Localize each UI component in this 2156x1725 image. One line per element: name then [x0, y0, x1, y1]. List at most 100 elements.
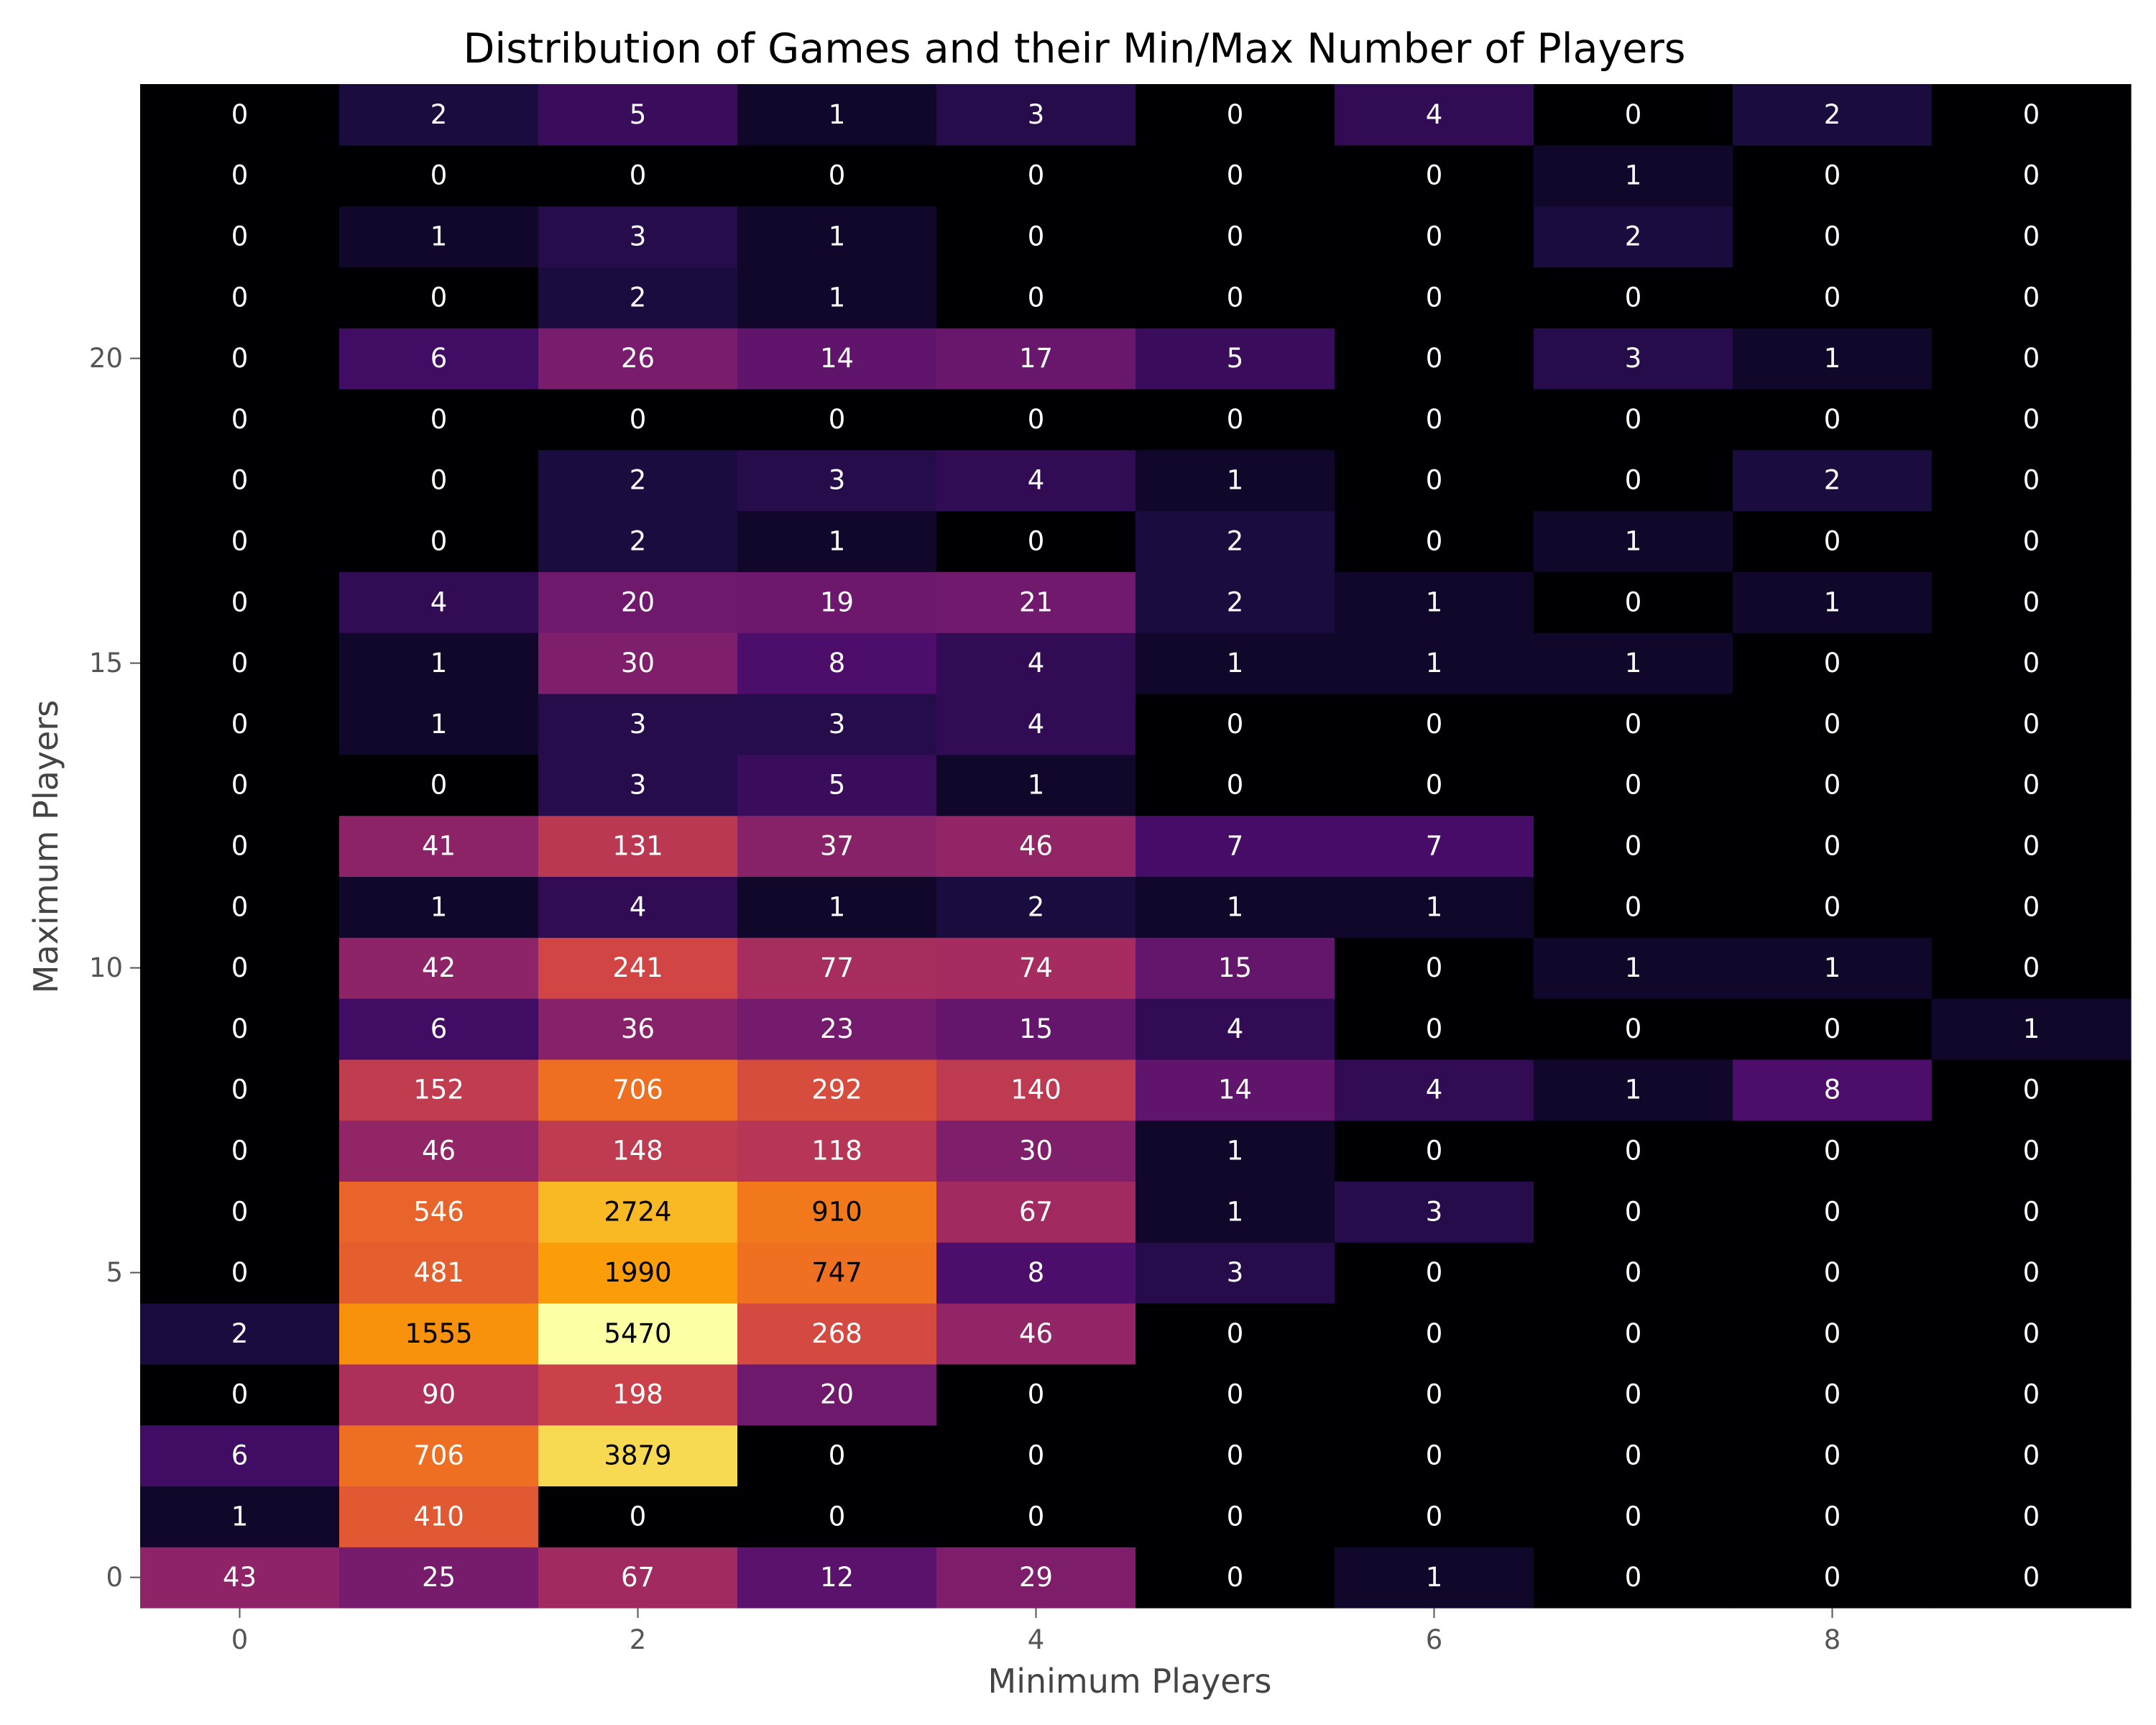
- cell-value-label: 0: [1227, 99, 1244, 130]
- cell-value-label: 0: [2023, 1318, 2040, 1349]
- cell-value-label: 0: [1028, 404, 1045, 435]
- heatmap-cell: [1733, 389, 1932, 451]
- cell-value-label: 1: [430, 709, 448, 740]
- heatmap-cell: [140, 1486, 340, 1547]
- cell-value-label: 0: [1625, 1318, 1642, 1349]
- cell-value-label: 0: [1625, 1013, 1642, 1044]
- cell-value-label: 0: [2023, 465, 2040, 496]
- heatmap-cell: [1932, 1303, 2132, 1365]
- cell-value-label: 12: [820, 1562, 854, 1593]
- cell-value-label: 1: [1824, 343, 1841, 374]
- heatmap-cell: [339, 510, 539, 572]
- cell-value-label: 46: [1019, 1318, 1053, 1349]
- cell-value-label: 1: [1227, 891, 1244, 922]
- cell-value-label: 36: [621, 1013, 655, 1044]
- heatmap-cell: [140, 815, 340, 877]
- heatmap-cell: [1733, 632, 1932, 694]
- x-tick-label: 8: [1824, 1624, 1841, 1655]
- cell-value-label: 0: [1824, 1136, 1841, 1167]
- heatmap-cell: [1733, 328, 1932, 390]
- cell-value-label: 0: [829, 404, 846, 435]
- cell-value-label: 0: [430, 404, 448, 435]
- heatmap-cell: [936, 206, 1136, 267]
- heatmap-cell: [1932, 571, 2132, 633]
- heatmap-cell: [1733, 1303, 1932, 1365]
- heatmap-cell: [737, 389, 937, 451]
- heatmap-cell: [737, 510, 937, 572]
- heatmap-cell: [1932, 998, 2132, 1060]
- cell-value-label: 3: [1426, 1196, 1443, 1227]
- cell-value-label: 0: [231, 282, 249, 313]
- heatmap-cell: [140, 754, 340, 816]
- cell-value-label: 140: [1010, 1075, 1061, 1105]
- heatmap-cell: [140, 449, 340, 512]
- cell-value-label: 2724: [604, 1196, 671, 1227]
- cell-value-label: 5: [630, 99, 647, 130]
- cell-value-label: 0: [231, 891, 249, 922]
- heatmap-cell: [936, 571, 1136, 633]
- cell-value-label: 0: [1824, 526, 1841, 557]
- cell-value-label: 706: [612, 1075, 663, 1105]
- cell-value-label: 0: [2023, 1379, 2040, 1410]
- heatmap-cell: [1733, 1486, 1932, 1547]
- heatmap-cell: [538, 754, 738, 816]
- heatmap-cell: [737, 206, 937, 267]
- y-tick-label: 0: [106, 1562, 123, 1593]
- heatmap-cell: [1534, 84, 1733, 146]
- heatmap-cell: [1534, 754, 1733, 816]
- cell-value-label: 148: [612, 1136, 663, 1167]
- cell-value-label: 1: [430, 891, 448, 922]
- heatmap-cell: [737, 84, 937, 146]
- cell-value-label: 0: [231, 99, 249, 130]
- cell-value-label: 0: [1426, 1257, 1443, 1288]
- heatmap-cell: [1135, 510, 1335, 572]
- heatmap-cell: [936, 1059, 1136, 1121]
- cell-value-label: 17: [1019, 343, 1053, 374]
- cell-value-label: 0: [1824, 831, 1841, 862]
- heatmap-cell: [1733, 571, 1932, 633]
- cell-value-label: 3: [1227, 1257, 1244, 1288]
- cell-value-label: 0: [1426, 1501, 1443, 1532]
- cell-value-label: 131: [612, 831, 663, 862]
- cell-value-label: 4: [430, 586, 448, 617]
- heatmap-cell: [1135, 937, 1335, 999]
- heatmap-cell: [1932, 937, 2132, 999]
- heatmap-cell: [1135, 815, 1335, 877]
- heatmap-cell: [737, 1242, 937, 1304]
- heatmap-cell: [339, 571, 539, 633]
- cell-value-label: 5: [1227, 343, 1244, 374]
- cell-value-label: 3: [630, 709, 647, 740]
- heatmap-cell: [936, 1120, 1136, 1182]
- heatmap-cell: [339, 754, 539, 816]
- cell-value-label: 21: [1019, 586, 1053, 617]
- cell-value-label: 0: [231, 1379, 249, 1410]
- cell-value-label: 0: [1426, 343, 1443, 374]
- cell-value-label: 8: [1824, 1075, 1841, 1105]
- heatmap-cell: [1135, 1363, 1335, 1426]
- cell-value-label: 0: [231, 1136, 249, 1167]
- cell-value-label: 0: [2023, 770, 2040, 801]
- heatmap-cell: [1534, 328, 1733, 390]
- cell-value-label: 6: [430, 343, 448, 374]
- cell-value-label: 0: [1824, 1562, 1841, 1593]
- heatmap-cell: [140, 1181, 340, 1243]
- heatmap-cell: [1733, 815, 1932, 877]
- cell-value-label: 26: [621, 343, 655, 374]
- heatmap-cell: [1135, 754, 1335, 816]
- heatmap-cell: [1932, 815, 2132, 877]
- cell-value-label: 0: [1625, 709, 1642, 740]
- cell-value-label: 0: [1227, 1318, 1244, 1349]
- cell-value-label: 3: [1625, 343, 1642, 374]
- cell-value-label: 1: [1227, 648, 1244, 678]
- y-tick-label: 5: [106, 1257, 123, 1288]
- heatmap-cell: [538, 1425, 738, 1486]
- cell-value-label: 0: [1625, 1379, 1642, 1410]
- heatmap-cell: [538, 1059, 738, 1121]
- heatmap-cell: [1335, 876, 1534, 938]
- heatmap-cell: [140, 206, 340, 267]
- cell-value-label: 20: [820, 1379, 854, 1410]
- heatmap-cell: [339, 937, 539, 999]
- cell-value-label: 0: [231, 952, 249, 983]
- cell-value-label: 0: [1227, 404, 1244, 435]
